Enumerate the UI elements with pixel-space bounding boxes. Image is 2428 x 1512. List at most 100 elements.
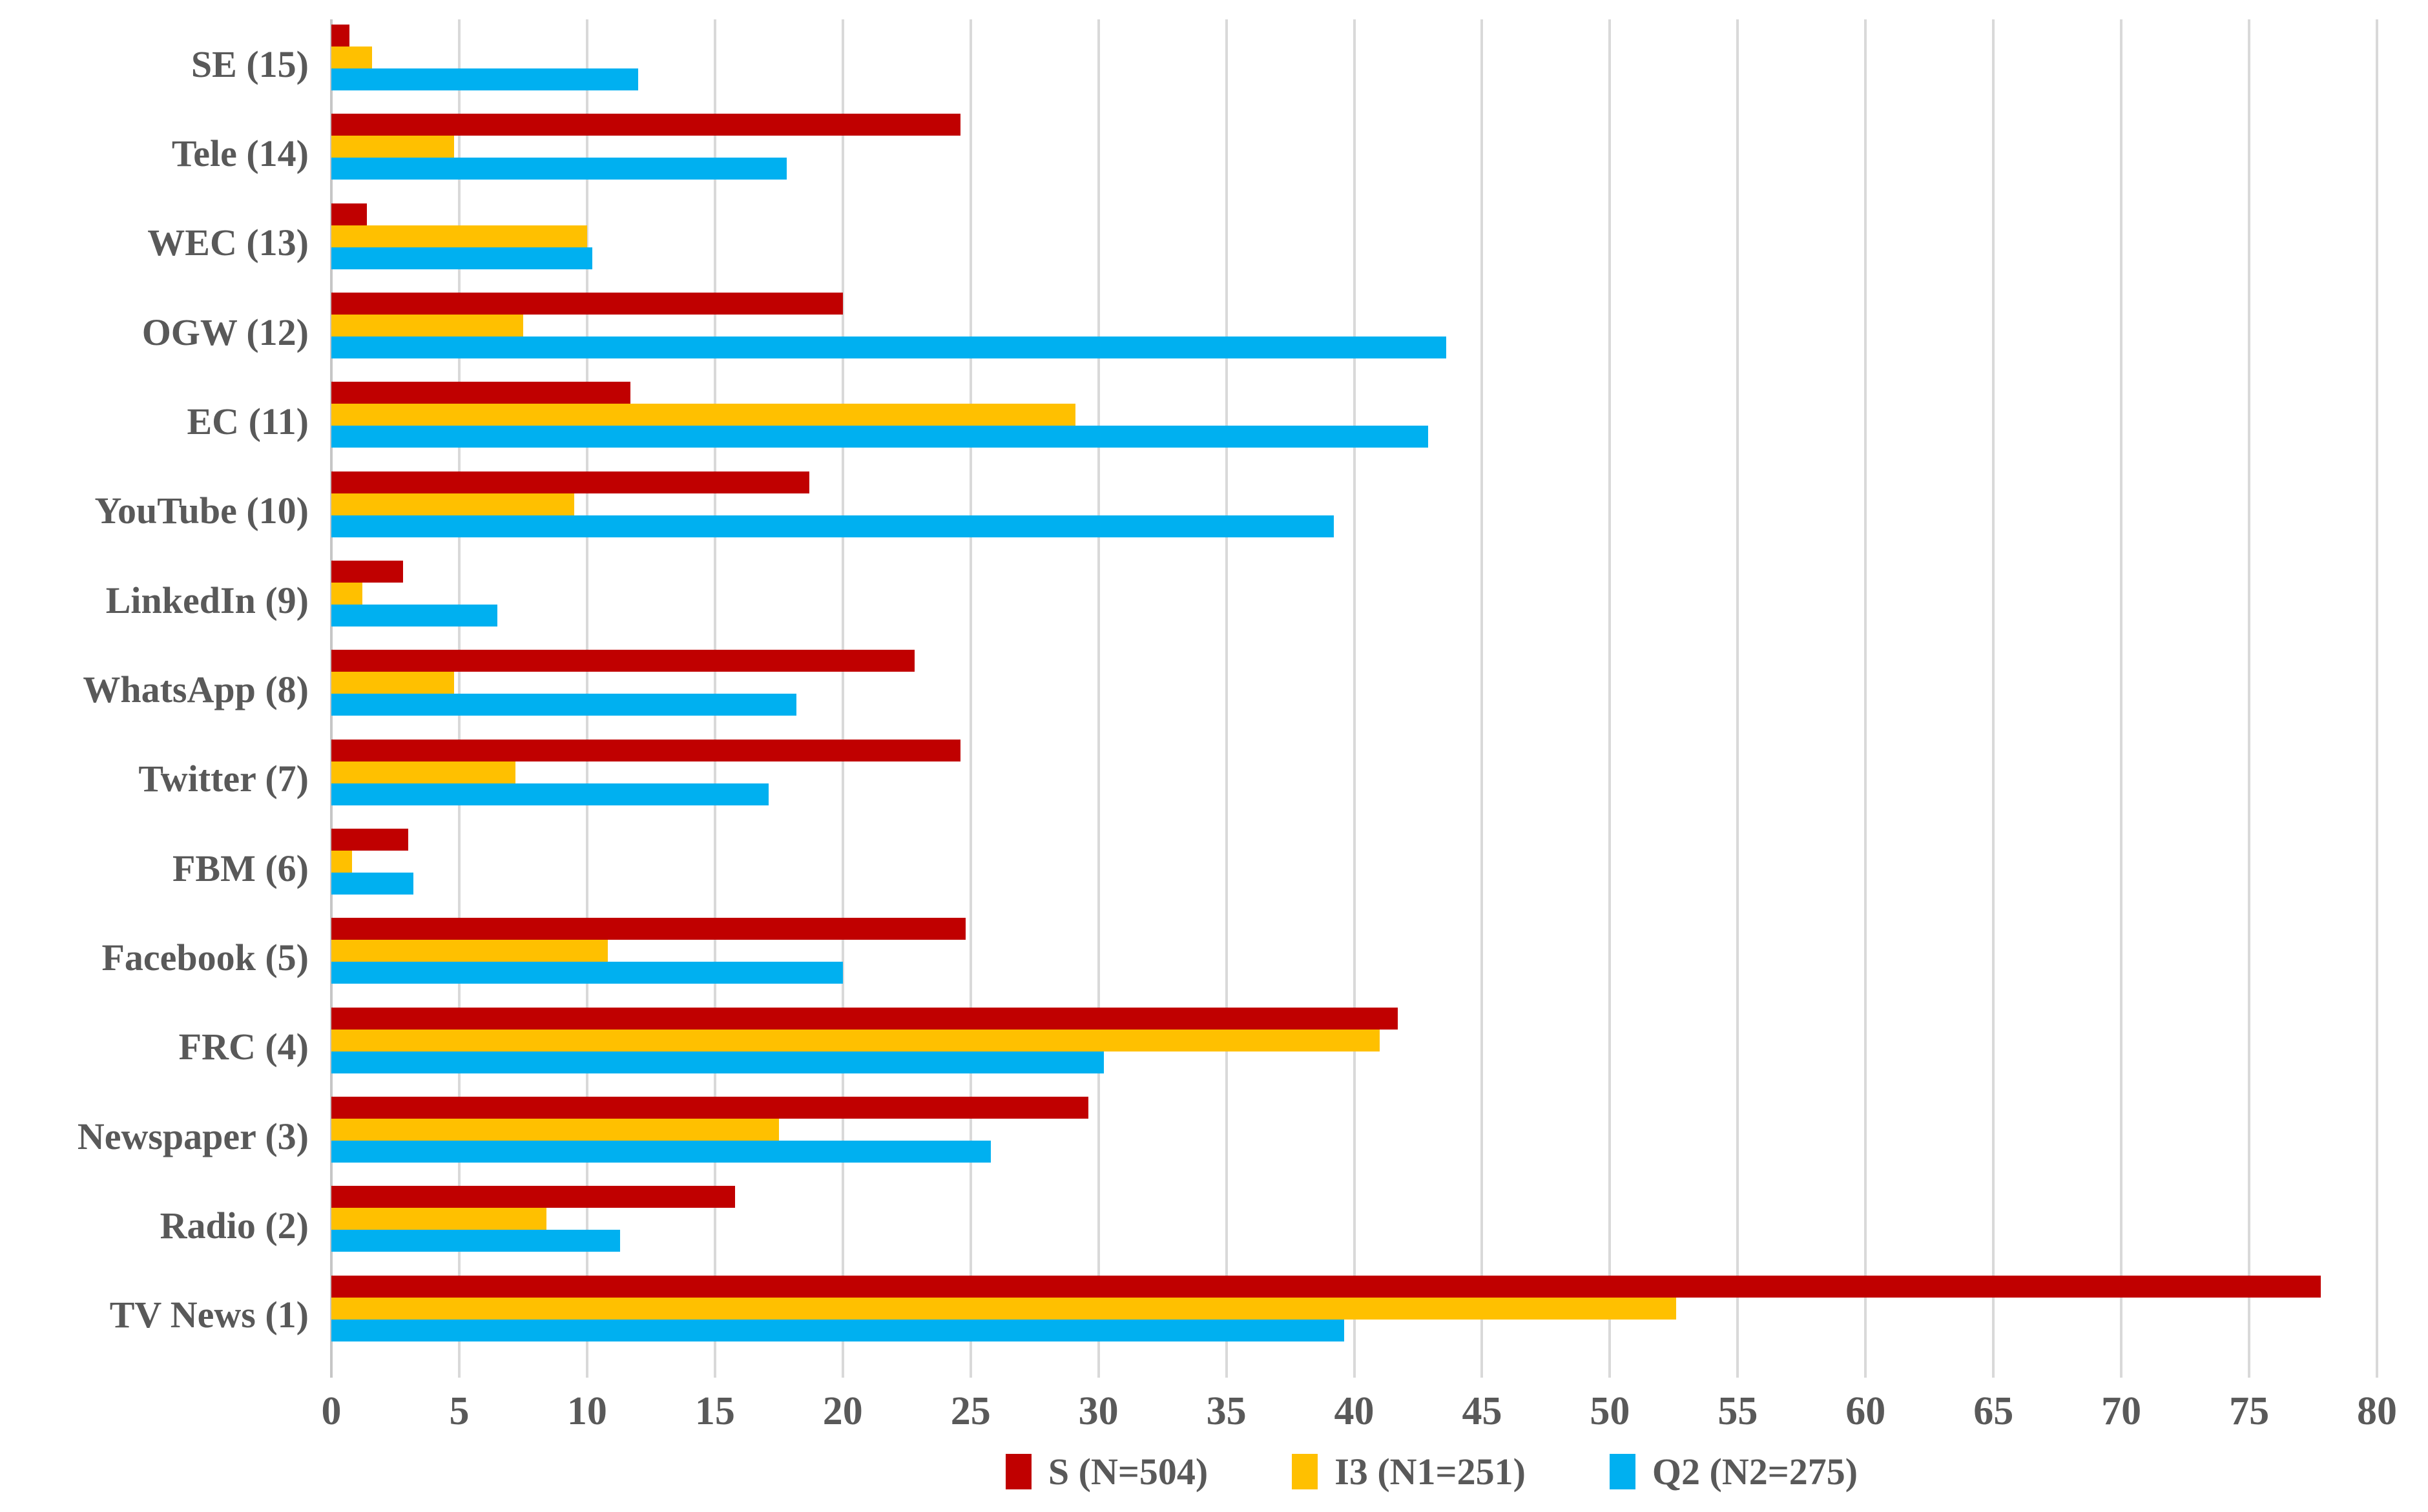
gridline-x-45 — [1480, 19, 1484, 1378]
gridline-x-40 — [1353, 19, 1356, 1378]
gridline-x-65 — [1992, 19, 1995, 1378]
bar-i3-ogw-12 — [331, 315, 523, 337]
category-label-ec-11: EC (11) — [187, 400, 309, 442]
category-label-wec-13: WEC (13) — [147, 222, 309, 264]
category-label-frc-4: FRC (4) — [178, 1026, 309, 1068]
bar-s-youtube-10 — [331, 471, 810, 493]
bar-q2-twitter-7 — [331, 783, 769, 805]
legend-item-s: S (N=504) — [1005, 1450, 1209, 1493]
category-label-facebook-5: Facebook (5) — [101, 936, 309, 979]
bar-s-frc-4 — [331, 1007, 1398, 1030]
bar-group-youtube-10 — [331, 466, 2377, 555]
x-tick-label-75: 75 — [2229, 1389, 2270, 1433]
bar-s-whatsapp-8 — [331, 650, 915, 672]
plot-area — [330, 19, 2378, 1378]
legend-label-q2: Q2 (N2=275) — [1652, 1451, 1858, 1493]
category-label-youtube-10: YouTube (10) — [94, 490, 309, 532]
bar-i3-linkedin-9 — [331, 583, 362, 605]
category-label-fbm-6: FBM (6) — [172, 847, 309, 889]
bar-i3-twitter-7 — [331, 761, 516, 783]
legend-label-s: S (N=504) — [1048, 1451, 1209, 1493]
category-label-tele-14: Tele (14) — [171, 132, 309, 174]
bar-s-radio-2 — [331, 1186, 736, 1208]
bar-i3-wec-13 — [331, 225, 587, 247]
bar-s-twitter-7 — [331, 739, 960, 761]
bar-i3-ec-11 — [331, 404, 1075, 426]
category-label-tv-news-1: TV News (1) — [109, 1294, 309, 1336]
x-tick-label-65: 65 — [1973, 1389, 2014, 1433]
gridline-x-20 — [841, 19, 844, 1378]
bar-i3-tele-14 — [331, 136, 455, 158]
bar-group-se-15 — [331, 19, 2377, 109]
category-label-newspaper-3: Newspaper (3) — [77, 1115, 309, 1157]
bar-i3-facebook-5 — [331, 940, 608, 962]
bar-s-ogw-12 — [331, 293, 843, 315]
bar-q2-facebook-5 — [331, 962, 843, 984]
bar-group-tele-14 — [331, 109, 2377, 198]
bar-q2-linkedin-9 — [331, 605, 498, 627]
bar-s-tv-news-1 — [331, 1275, 2321, 1298]
gridline-x-80 — [2376, 19, 2378, 1378]
bar-q2-whatsapp-8 — [331, 694, 797, 716]
gridline-x-75 — [2248, 19, 2251, 1378]
bar-group-ec-11 — [331, 377, 2377, 466]
category-label-linkedin-9: LinkedIn (9) — [105, 579, 309, 621]
bar-s-facebook-5 — [331, 918, 966, 940]
x-tick-label-40: 40 — [1334, 1389, 1375, 1433]
bar-s-wec-13 — [331, 203, 368, 225]
bar-group-radio-2 — [331, 1181, 2377, 1270]
x-tick-label-30: 30 — [1078, 1389, 1119, 1433]
bar-q2-tele-14 — [331, 158, 787, 180]
bar-s-linkedin-9 — [331, 561, 403, 583]
legend-label-i3: I3 (N1=251) — [1334, 1451, 1526, 1493]
bar-group-fbm-6 — [331, 823, 2377, 913]
x-tick-label-0: 0 — [321, 1389, 342, 1433]
x-tick-label-5: 5 — [449, 1389, 470, 1433]
bar-q2-frc-4 — [331, 1051, 1104, 1073]
gridline-x-35 — [1225, 19, 1228, 1378]
bar-i3-youtube-10 — [331, 493, 575, 515]
bar-s-newspaper-3 — [331, 1097, 1088, 1119]
x-tick-label-50: 50 — [1590, 1389, 1630, 1433]
bar-s-ec-11 — [331, 382, 631, 404]
bar-group-linkedin-9 — [331, 555, 2377, 645]
legend-swatch-s — [1005, 1454, 1032, 1489]
bar-q2-youtube-10 — [331, 515, 1334, 537]
x-tick-label-20: 20 — [822, 1389, 863, 1433]
x-tick-label-55: 55 — [1717, 1389, 1758, 1433]
gridline-x-60 — [1864, 19, 1867, 1378]
category-label-whatsapp-8: WhatsApp (8) — [83, 668, 309, 710]
legend-swatch-q2 — [1609, 1454, 1635, 1489]
x-tick-label-35: 35 — [1206, 1389, 1247, 1433]
bar-q2-newspaper-3 — [331, 1141, 991, 1163]
bar-group-twitter-7 — [331, 734, 2377, 823]
category-label-se-15: SE (15) — [191, 43, 309, 85]
bar-i3-se-15 — [331, 47, 373, 68]
bar-i3-frc-4 — [331, 1029, 1380, 1051]
x-tick-label-60: 60 — [1845, 1389, 1886, 1433]
gridline-x-30 — [1097, 19, 1100, 1378]
x-tick-label-10: 10 — [566, 1389, 607, 1433]
bar-i3-newspaper-3 — [331, 1119, 779, 1141]
gridline-x-25 — [969, 19, 972, 1378]
legend-item-q2: Q2 (N2=275) — [1609, 1450, 1858, 1493]
bar-group-whatsapp-8 — [331, 645, 2377, 734]
bar-q2-radio-2 — [331, 1230, 621, 1252]
bar-q2-se-15 — [331, 68, 639, 90]
gridline-x-55 — [1736, 19, 1739, 1378]
bar-group-facebook-5 — [331, 913, 2377, 1002]
bar-s-fbm-6 — [331, 829, 408, 851]
bar-group-ogw-12 — [331, 287, 2377, 377]
chart-legend: S (N=504) I3 (N1=251) Q2 (N2=275) — [409, 1450, 2428, 1493]
category-label-twitter-7: Twitter (7) — [138, 758, 309, 800]
bar-q2-wec-13 — [331, 247, 592, 269]
gridline-x-50 — [1608, 19, 1612, 1378]
x-tick-label-45: 45 — [1462, 1389, 1502, 1433]
bar-group-frc-4 — [331, 1002, 2377, 1092]
legend-swatch-i3 — [1292, 1454, 1318, 1489]
bar-s-tele-14 — [331, 114, 960, 136]
bar-i3-fbm-6 — [331, 851, 352, 873]
bar-group-tv-news-1 — [331, 1270, 2377, 1360]
category-label-ogw-12: OGW (12) — [141, 311, 309, 353]
